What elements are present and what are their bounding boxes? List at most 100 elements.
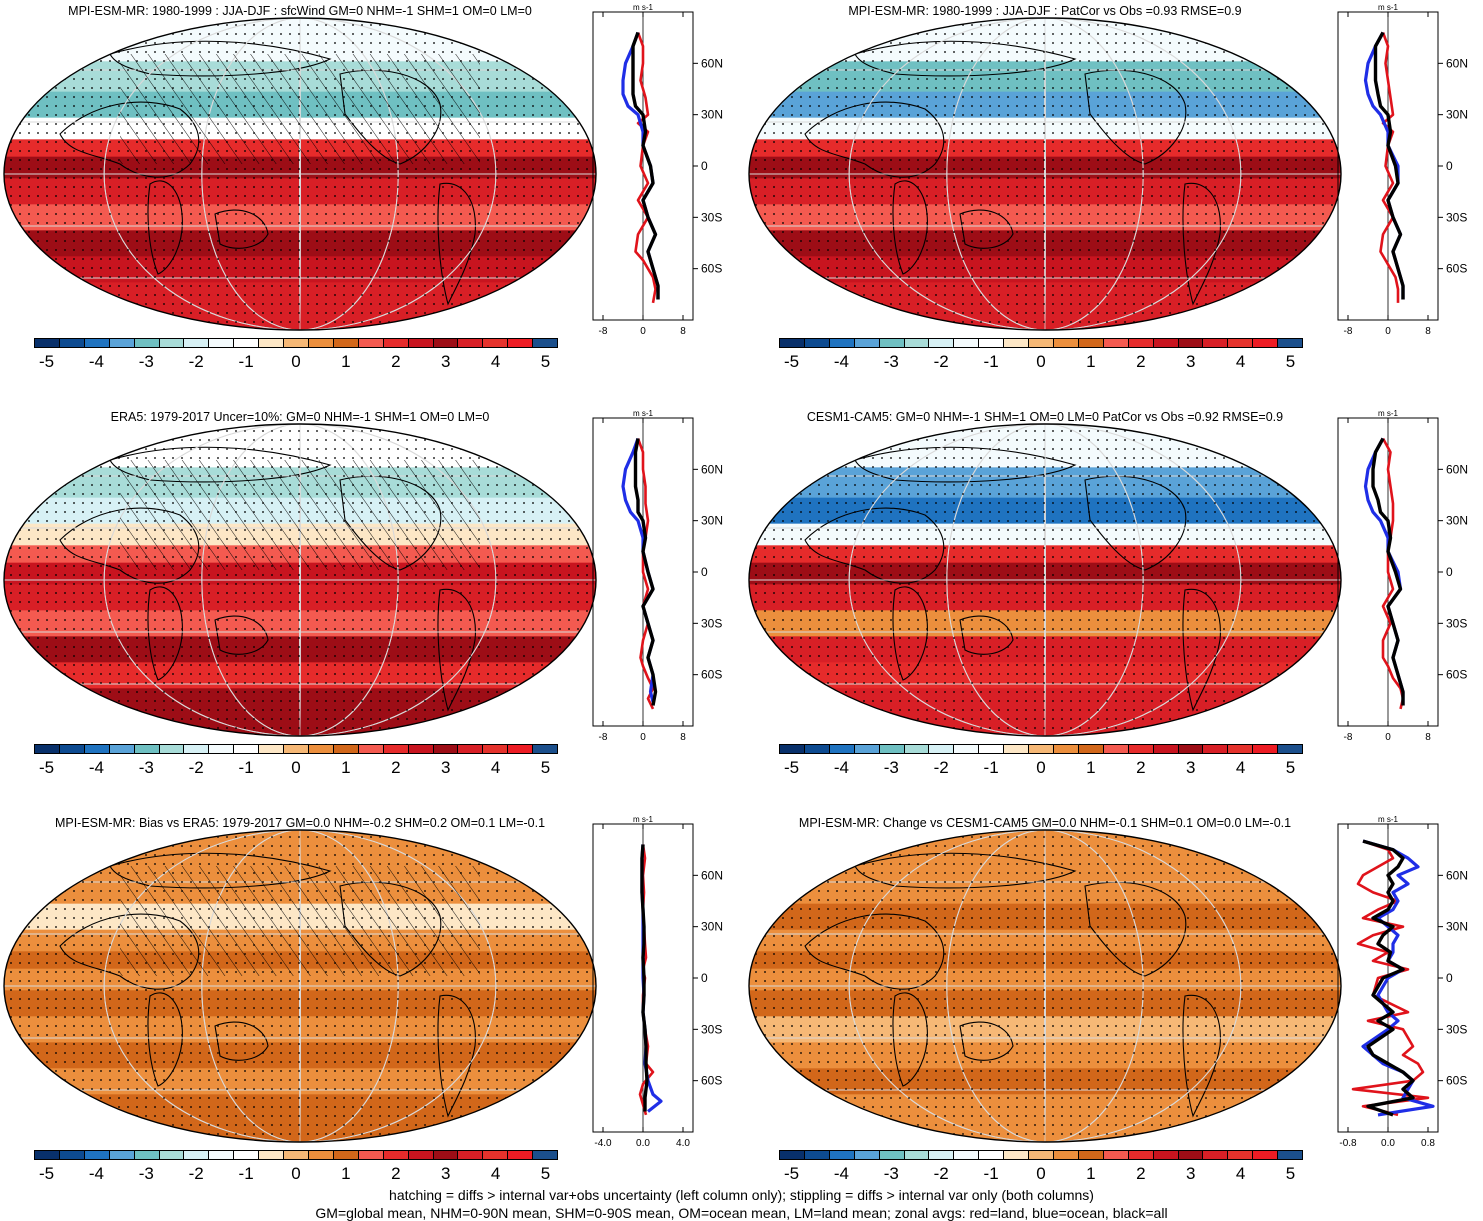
colorbar-cell: [234, 745, 260, 753]
zonal-profile-bottom-right: m s-1 60N 30N 0 30S 60S -0.8 0.0 0.8: [1330, 812, 1480, 1172]
zonal-series-black: [1373, 31, 1405, 300]
map-outline: [3, 17, 597, 331]
map-outline: [3, 423, 597, 737]
x-tick-label: -8: [599, 732, 608, 743]
zonal-unit-label: m s-1: [633, 3, 654, 12]
colorbar-cell: [383, 1151, 409, 1159]
map-outline: [748, 829, 1342, 1143]
colorbar-cell: [1178, 1151, 1204, 1159]
colorbar-cell: [1253, 1151, 1279, 1159]
lat-tick-label: 60N: [701, 56, 723, 70]
zonal-svg: m s-1 60N 30N 0 30S 60S -8 0 8: [1337, 409, 1468, 743]
colorbar-tick-label: 5: [1285, 758, 1296, 777]
colorbar-cell: [383, 745, 409, 753]
colorbar-cell: [1078, 339, 1104, 347]
lat-tick-label: 30N: [1446, 514, 1468, 528]
lat-tick-label: 0: [701, 565, 708, 579]
stippling: [749, 18, 1341, 330]
map-outline: [748, 17, 1342, 331]
colorbar-tick-label: 4: [1235, 758, 1246, 777]
colorbar-tick-label: -3: [883, 1164, 899, 1183]
colorbar-cell: [1128, 339, 1154, 347]
colorbar-cell: [1053, 339, 1079, 347]
colorbar-cell: [854, 745, 880, 753]
lat-tick-label: 60N: [1446, 56, 1468, 70]
x-tick-label: -4.0: [594, 1138, 612, 1149]
colorbar-tick-label: 3: [440, 1164, 451, 1183]
lat-tick-label: 0: [1446, 565, 1453, 579]
colorbar-cell: [1029, 339, 1054, 347]
colorbar-top-left: -5 -4 -3 -2 -1 0 1 2 3 4 5: [34, 338, 558, 384]
zonal-profile-top-right: m s-1 60N 30N 0 30S 60S -8 0 8: [1330, 0, 1480, 360]
colorbar-cell: [358, 745, 384, 753]
colorbar-tick-label: 1: [341, 1164, 351, 1183]
lat-tick-label: 60S: [701, 668, 722, 682]
colorbar-cell: [954, 1151, 980, 1159]
colorbar-cell: [1153, 339, 1179, 347]
lat-tick-label: 60N: [1446, 462, 1468, 476]
colorbar-cell: [1253, 745, 1279, 753]
colorbar-cell: [508, 745, 534, 753]
lat-tick-label: 30N: [701, 514, 723, 528]
colorbar-cell: [483, 745, 509, 753]
colorbar-cell: [333, 745, 359, 753]
colorbar-tick-label: 2: [1136, 352, 1146, 371]
colorbar-cell: [184, 339, 210, 347]
colorbar-cell: [1278, 1151, 1303, 1159]
colorbar-tick-label: -3: [138, 352, 154, 371]
zonal-series-black: [640, 844, 649, 1112]
colorbar-tick-label: 0: [1036, 1164, 1046, 1183]
colorbar-cell: [1178, 339, 1204, 347]
colorbar-tick-label: 1: [1086, 758, 1096, 777]
zonal-unit-label: m s-1: [1378, 3, 1399, 12]
colorbar-cell: [879, 1151, 905, 1159]
x-tick-label: 0: [1385, 326, 1391, 337]
colorbar-tick-label: 1: [1086, 1164, 1096, 1183]
panel-title: CESM1-CAM5: GM=0 NHM=-1 SHM=1 OM=0 LM=0 …: [806, 410, 1284, 424]
colorbar-tick-label: 5: [1285, 1164, 1296, 1183]
colorbar-cell: [259, 745, 285, 753]
colorbar-cell: [1153, 745, 1179, 753]
colorbar-tick-label: 0: [291, 1164, 301, 1183]
hatching: [120, 54, 480, 164]
colorbar-tick-label: -2: [188, 1164, 204, 1183]
lat-tick-label: 30N: [701, 920, 723, 934]
zonal-svg: m s-1 60N 30N 0 30S 60S -8 0 8: [592, 409, 723, 743]
map-outline: [3, 829, 597, 1143]
x-tick-label: 0.0: [1381, 1138, 1395, 1149]
colorbar-cell: [234, 339, 260, 347]
colorbar-cell: [1278, 745, 1303, 753]
colorbar-cells: [779, 338, 1303, 348]
lat-tick-label: 60N: [701, 462, 723, 476]
colorbar-tick-label: -1: [983, 758, 999, 777]
hatching: [120, 866, 480, 976]
colorbar-cell: [1228, 745, 1254, 753]
colorbar-tick-label: -4: [88, 352, 104, 371]
colorbar-tick-label: 1: [341, 758, 351, 777]
colorbar-tick-label: -3: [883, 352, 899, 371]
zonal-series-red: [634, 32, 657, 304]
colorbar-bottom-left: -5 -4 -3 -2 -1 0 1 2 3 4 5: [34, 1150, 558, 1196]
colorbar-cell: [408, 1151, 434, 1159]
colorbar-tick-label: -4: [833, 758, 849, 777]
x-tick-label: 4.0: [676, 1138, 690, 1149]
colorbar-tick-label: -5: [38, 352, 55, 371]
x-tick-label: 0: [1385, 732, 1391, 743]
colorbar-cell: [308, 339, 334, 347]
colorbar-cell: [458, 1151, 484, 1159]
colorbar-cells: [34, 1150, 558, 1160]
colorbar-cell: [159, 1151, 185, 1159]
colorbar-cell: [1178, 745, 1204, 753]
colorbar-cell: [483, 339, 509, 347]
colorbar-cell: [383, 339, 409, 347]
colorbar-cell: [1103, 745, 1129, 753]
map-svg: [748, 17, 1342, 331]
colorbar-cell: [308, 1151, 334, 1159]
map-field: [4, 830, 596, 1142]
colorbar-tick-label: 3: [440, 758, 451, 777]
footer-note-means: GM=global mean, NHM=0-90N mean, SHM=0-90…: [315, 1205, 1168, 1221]
colorbar-cell: [1203, 1151, 1229, 1159]
colorbar-cell: [209, 339, 235, 347]
colorbar-cell: [134, 745, 160, 753]
colorbar-tick-label: -2: [188, 758, 204, 777]
